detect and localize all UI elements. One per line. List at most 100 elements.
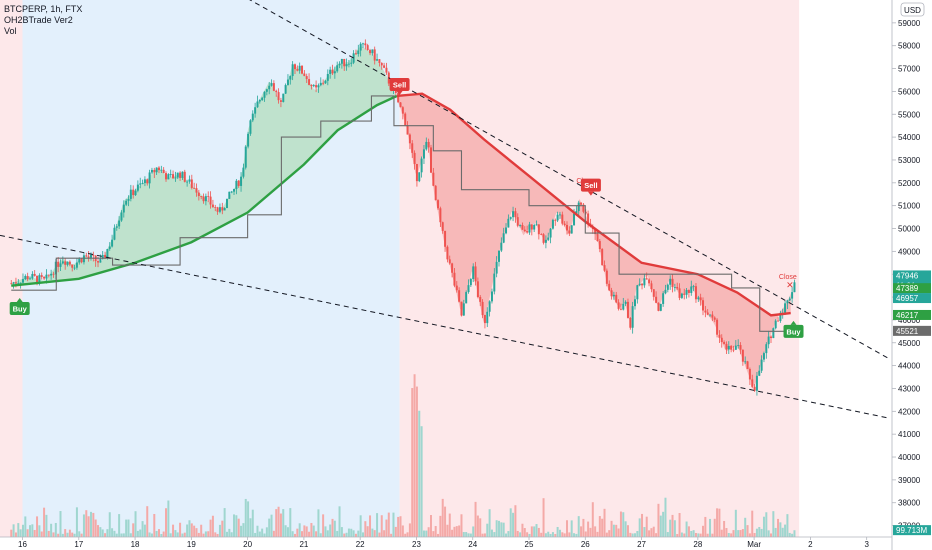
volume-bar	[347, 528, 350, 537]
candle-body	[310, 84, 313, 87]
candle-body	[270, 83, 273, 86]
volume-bar	[136, 530, 139, 537]
candle-body	[528, 224, 531, 233]
candle-body	[104, 254, 107, 258]
candle-body	[141, 183, 144, 184]
candle-body	[659, 303, 662, 311]
candle-body	[650, 283, 653, 290]
candle-body	[633, 299, 636, 307]
candle-body	[465, 292, 468, 304]
volume-bar	[172, 524, 175, 537]
candle-body	[71, 264, 74, 268]
volume-bar	[258, 531, 261, 537]
volume-bar	[650, 528, 653, 537]
candle-body	[75, 262, 78, 268]
volume-bar	[301, 531, 304, 537]
candle-body	[751, 379, 754, 387]
x-tick-label: 23	[412, 540, 421, 549]
volume-bar	[612, 524, 615, 537]
candle-body	[605, 270, 608, 284]
candle-body	[758, 370, 761, 376]
volume-bar	[580, 526, 583, 537]
volume-bar	[312, 525, 315, 537]
volume-bar	[547, 531, 550, 537]
volume-bar	[249, 518, 252, 537]
volume-bar	[376, 513, 379, 537]
candle-body	[296, 69, 299, 71]
candle-body	[82, 255, 85, 263]
volume-bar	[148, 532, 151, 537]
candle-body	[225, 198, 228, 209]
candle-body	[568, 230, 571, 234]
volume-bar	[406, 532, 409, 537]
volume-bar	[324, 526, 327, 537]
volume-bar	[240, 525, 243, 537]
candle-body	[542, 234, 545, 243]
volume-bar	[200, 524, 203, 537]
candle-body	[282, 93, 285, 102]
y-tick-label: 38000	[898, 499, 921, 508]
volume-bar	[781, 527, 784, 537]
x-tick-label: 2	[808, 540, 813, 549]
candle-body	[383, 65, 386, 68]
candle-body	[66, 261, 69, 265]
volume-bar	[305, 526, 308, 537]
candle-body	[648, 279, 651, 284]
volume-bar	[277, 506, 280, 537]
candle-body	[38, 275, 41, 283]
candle-body	[324, 80, 327, 84]
volume-bar	[256, 525, 259, 537]
candle-body	[40, 275, 43, 277]
volume-bar	[57, 533, 60, 537]
candle-body	[101, 254, 104, 259]
volume-bar	[626, 525, 629, 537]
candle-body	[495, 261, 498, 274]
candle-body	[249, 120, 252, 134]
volume-bar	[165, 508, 168, 537]
volume-bar	[702, 525, 705, 537]
volume-bar	[242, 523, 245, 537]
currency-badge[interactable]: USD	[900, 2, 925, 17]
volume-bar	[308, 531, 311, 537]
candle-body	[336, 65, 339, 72]
price-label-value: 46217	[896, 311, 919, 320]
volume-bar	[169, 533, 172, 537]
volume-bar	[441, 498, 444, 537]
volume-bar	[108, 512, 111, 537]
candle-body	[420, 158, 423, 173]
volume-bar	[446, 524, 449, 537]
y-tick-label: 56000	[898, 87, 921, 96]
candle-body	[195, 188, 198, 193]
volume-bar	[762, 516, 765, 537]
volume-bar	[439, 515, 442, 537]
candle-body	[535, 224, 538, 226]
price-labels: 4794611:014738946957462174552199.713M	[893, 270, 931, 536]
volume-bar	[591, 502, 594, 537]
volume-bar	[476, 515, 479, 537]
volume-bar	[68, 529, 71, 537]
volume-bar	[577, 516, 580, 537]
candle-body	[369, 50, 372, 54]
indicator-label: OH2BTrade Ver2	[4, 15, 73, 25]
candle-body	[136, 184, 139, 191]
volume-bar	[380, 515, 383, 537]
volume-bar	[746, 525, 749, 537]
candle-body	[162, 169, 165, 174]
volume-bar	[500, 522, 503, 537]
candle-body	[160, 169, 163, 171]
candle-body	[467, 285, 470, 293]
volume-bar	[678, 513, 681, 537]
volume-bar	[537, 527, 540, 537]
candle-body	[61, 261, 64, 264]
time-axis[interactable]: 16 17 18 19 20 21 22 23 24 25 26 27 28 Mar 2 3	[0, 536, 892, 549]
candle-body	[24, 275, 27, 280]
volume-bar	[61, 533, 64, 537]
x-tick-label: 24	[468, 540, 477, 549]
y-tick-label: 52000	[898, 179, 921, 188]
volume-bar	[36, 516, 39, 537]
candle-body	[371, 49, 374, 54]
volume-bar	[793, 530, 796, 537]
volume-bar	[444, 506, 447, 537]
x-tick-label: 27	[637, 540, 646, 549]
